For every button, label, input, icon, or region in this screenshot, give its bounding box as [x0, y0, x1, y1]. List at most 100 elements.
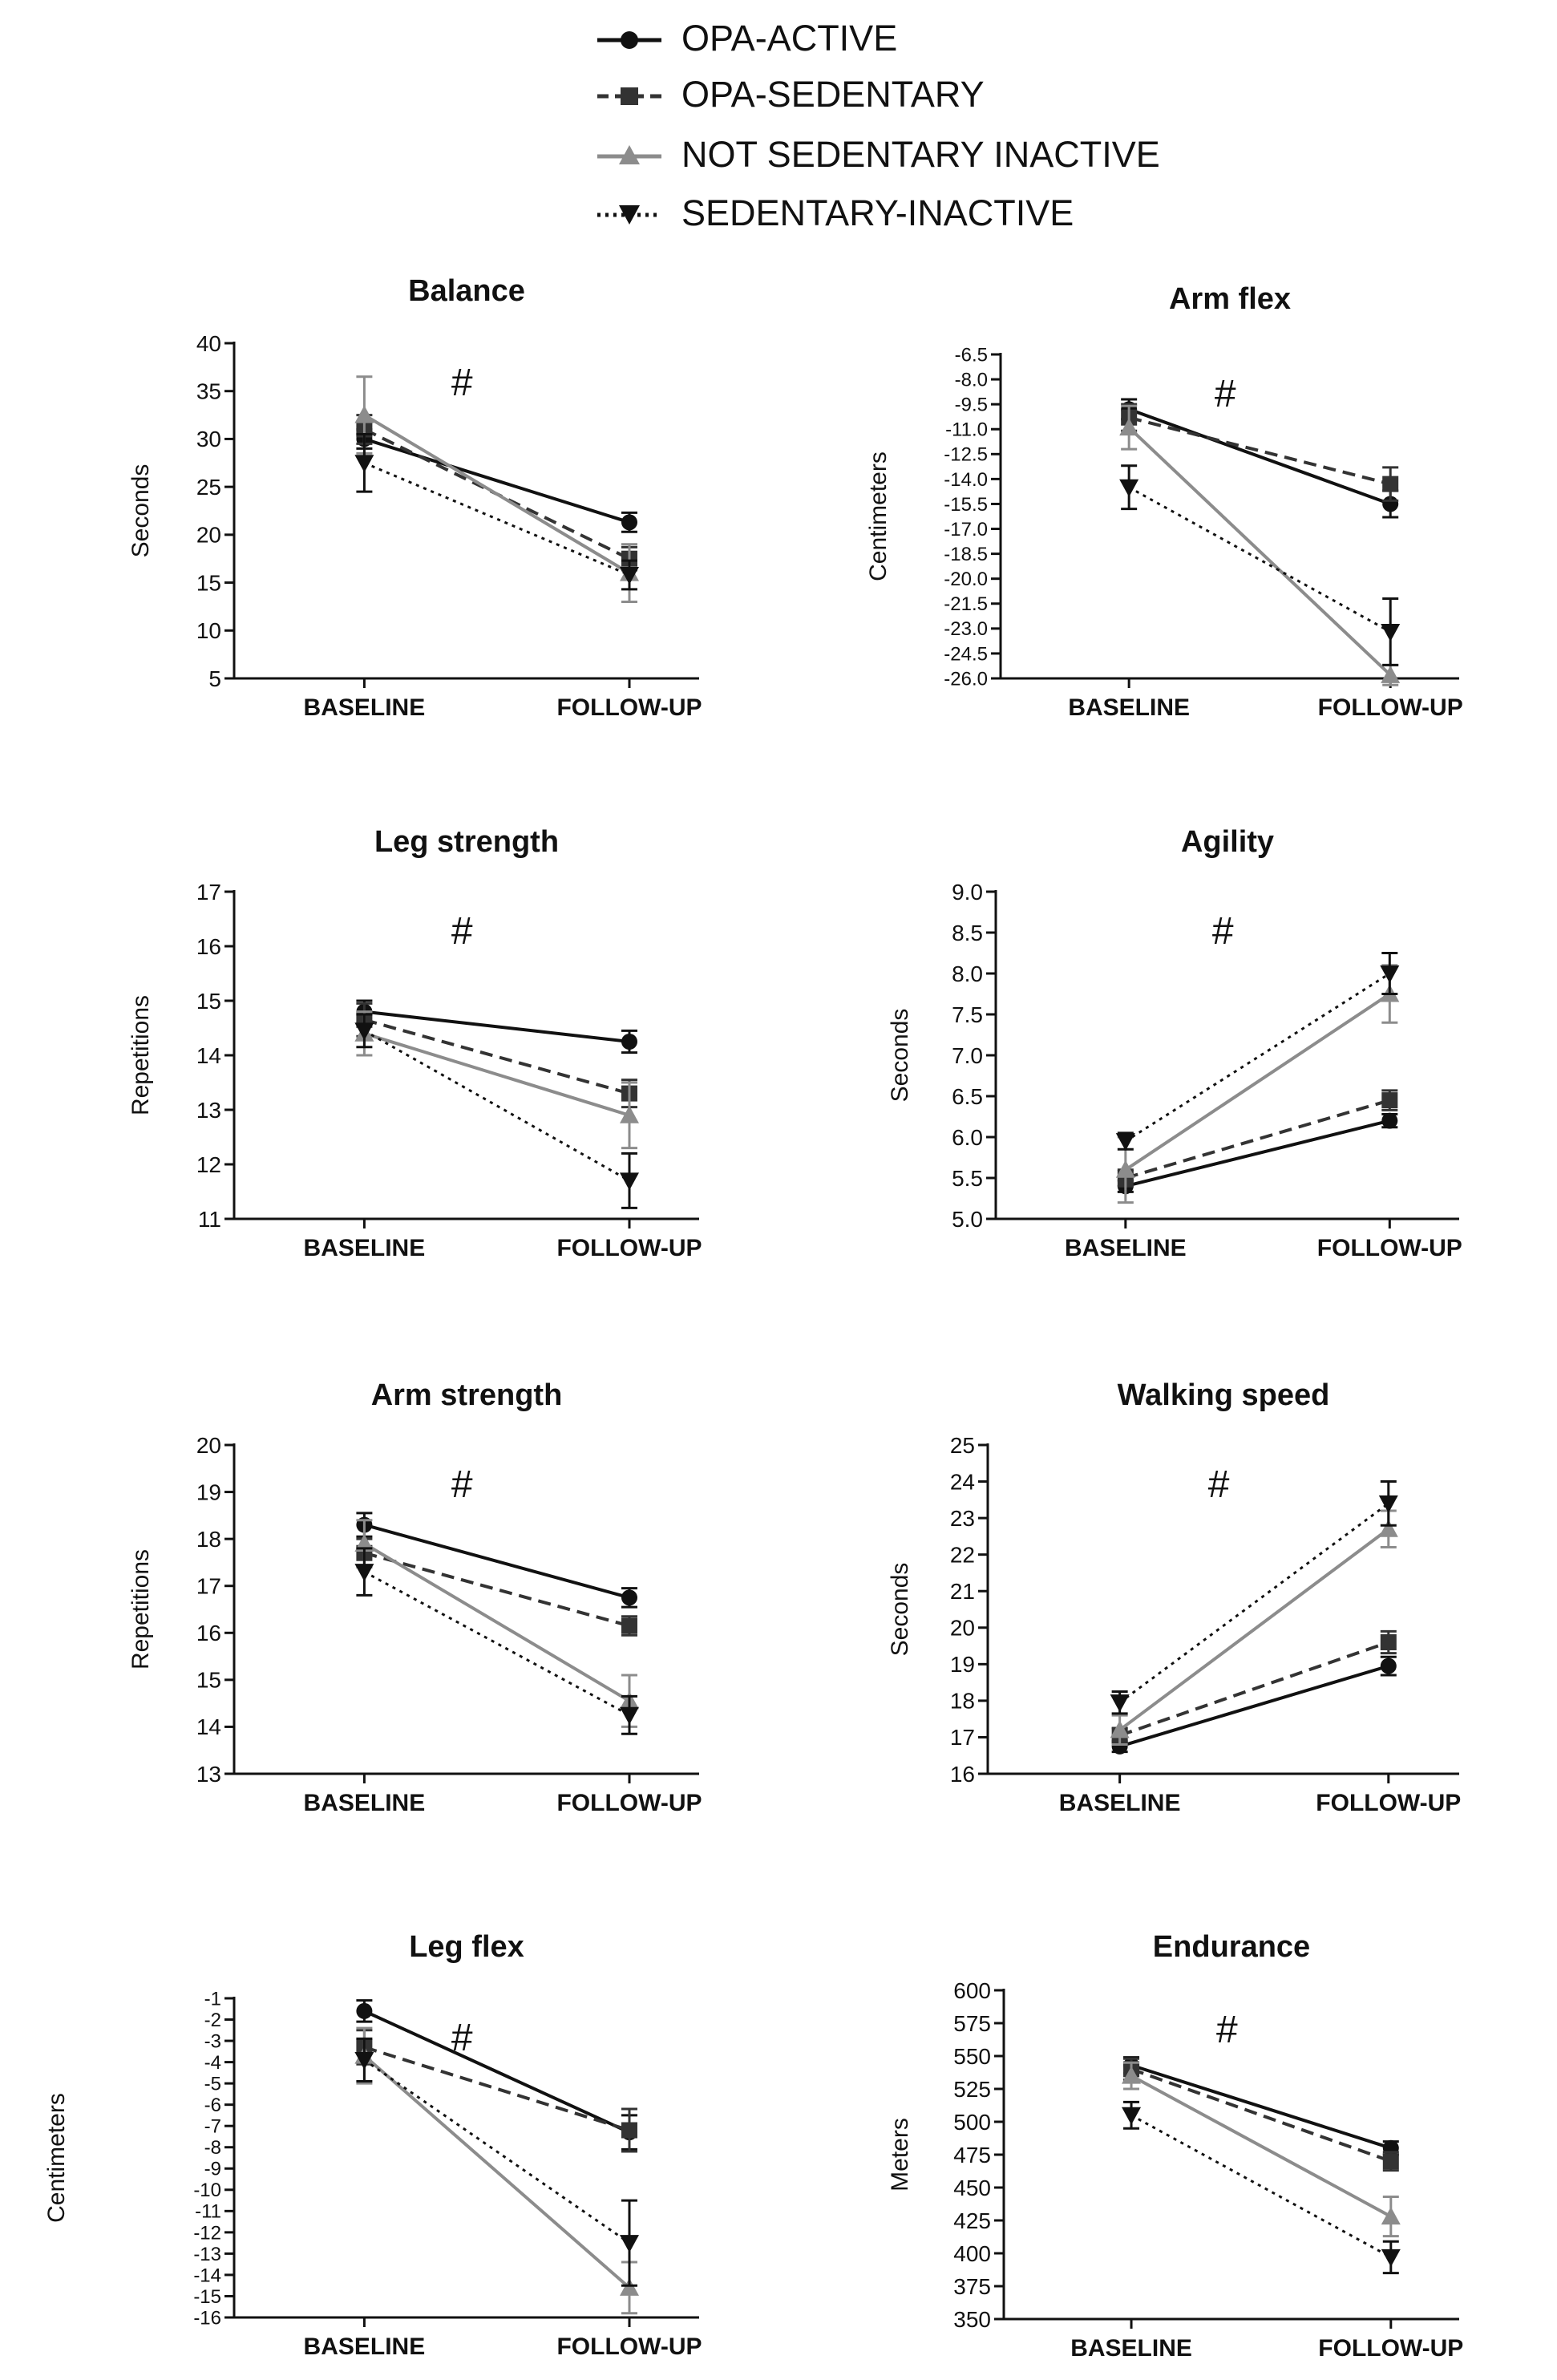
- y-tick-label: 22: [950, 1542, 975, 1567]
- y-tick-label: -6: [204, 2095, 221, 2116]
- y-tick-label: 17: [196, 880, 221, 905]
- y-tick-label: 350: [953, 2307, 991, 2332]
- series-line: [1125, 1099, 1390, 1180]
- y-tick-label: 500: [953, 2110, 991, 2135]
- data-point: [1115, 1133, 1135, 1152]
- y-tick-label: 21: [950, 1579, 975, 1604]
- data-point: [621, 1589, 637, 1606]
- series-line: [363, 1018, 630, 1095]
- y-tick-label: 25: [950, 1433, 975, 1458]
- y-tick-label: 24: [950, 1469, 975, 1494]
- y-tick-label: 13: [196, 1098, 221, 1123]
- y-tick-label: 575: [953, 2011, 991, 2036]
- y-tick-label: 17: [950, 1725, 975, 1750]
- y-tick-label: 8.5: [952, 921, 983, 945]
- series-2: [1110, 1509, 1398, 1747]
- data-point: [354, 2051, 374, 2070]
- series-line: [363, 1523, 630, 1600]
- series-2: [1119, 404, 1401, 686]
- y-axis-label: Seconds: [887, 1009, 913, 1103]
- series-1: [356, 2029, 637, 2153]
- data-point: [1119, 418, 1139, 436]
- y-tick-label: -11: [195, 2201, 221, 2223]
- series-line: [1130, 2114, 1392, 2259]
- series-1: [1117, 1089, 1398, 1188]
- x-tick-label: BASELINE: [304, 694, 426, 721]
- y-tick-label: 5: [208, 666, 221, 691]
- series-1: [1121, 403, 1399, 502]
- chart-legend: OPA-ACTIVE OPA-SEDENTARY NOT SEDENTARY I…: [597, 16, 1239, 257]
- data-point: [354, 405, 374, 423]
- y-tick-label: 375: [953, 2274, 991, 2299]
- legend-swatch-triangle-down: [597, 205, 661, 225]
- x-tick-label: FOLLOW-UP: [1317, 1235, 1462, 1261]
- y-axis-label: Repetitions: [127, 995, 154, 1115]
- y-tick-label: 550: [953, 2044, 991, 2069]
- y-tick-label: -2: [204, 2010, 221, 2031]
- series-line: [363, 1542, 631, 1702]
- data-point: [354, 1564, 374, 1582]
- series-0: [1123, 2056, 1399, 2156]
- series-line: [1125, 1119, 1390, 1188]
- data-point: [620, 1172, 639, 1191]
- data-point: [1381, 2207, 1401, 2225]
- series-2: [1115, 964, 1400, 1204]
- data-point: [1115, 1160, 1135, 1178]
- y-tick-label: -24.5: [944, 643, 988, 665]
- series-line: [363, 2054, 631, 2289]
- data-point: [1122, 2066, 1142, 2084]
- y-tick-label: 5.5: [952, 1166, 983, 1191]
- chart-title: Walking speed: [1118, 1378, 1330, 1412]
- data-point: [354, 455, 374, 473]
- series-1: [356, 1002, 637, 1109]
- series-line: [363, 1030, 630, 1182]
- data-point: [621, 1034, 637, 1050]
- series-3: [354, 1547, 639, 1735]
- legend-item-opa-active: OPA-ACTIVE: [597, 16, 1239, 72]
- y-tick-label: -9.5: [955, 395, 988, 416]
- data-point: [620, 1706, 639, 1725]
- y-tick-label: 14: [196, 1043, 221, 1068]
- chart-panel-1: Arm flex Centimeters -6.5 -8.0 -9.5 -11.0 -12.…: [865, 282, 1463, 721]
- y-tick-label: -15: [193, 2286, 221, 2308]
- y-tick-label: 20: [196, 523, 221, 548]
- y-tick-label: 23: [950, 1506, 975, 1531]
- y-tick-label: -8.0: [955, 369, 988, 391]
- significance-annotation: #: [451, 1463, 473, 1506]
- x-tick-label: BASELINE: [1070, 2335, 1192, 2362]
- data-point: [620, 2235, 639, 2253]
- chart-title: Agility: [1181, 825, 1274, 859]
- y-tick-label: -21.5: [944, 593, 988, 615]
- data-point: [1381, 623, 1401, 642]
- y-tick-label: -18.5: [944, 544, 988, 565]
- x-tick-label: FOLLOW-UP: [556, 694, 702, 721]
- legend-label: OPA-ACTIVE: [681, 18, 898, 59]
- y-tick-label: -5: [204, 2074, 221, 2095]
- y-tick-label: 525: [953, 2077, 991, 2102]
- y-tick-label: -16: [193, 2307, 221, 2329]
- y-tick-label: 18: [950, 1689, 975, 1714]
- y-tick-label: 450: [953, 2176, 991, 2200]
- y-tick-label: 30: [196, 427, 221, 451]
- data-point: [621, 2122, 637, 2139]
- series-3: [354, 1013, 639, 1209]
- y-tick-label: -23.0: [944, 618, 988, 640]
- legend-label: NOT SEDENTARY INACTIVE: [681, 134, 1160, 175]
- series-0: [356, 1512, 637, 1609]
- series-3: [1119, 464, 1401, 666]
- series-line: [1127, 426, 1392, 677]
- y-axis-label: Centimeters: [43, 2093, 70, 2223]
- significance-annotation: #: [1216, 2009, 1238, 2051]
- chart-panel-2: Leg strength Repetitions 11 12 13 14 15 16 17 BAS…: [127, 825, 702, 1261]
- y-tick-label: 5.0: [952, 1207, 983, 1232]
- y-tick-label: -4: [204, 2052, 221, 2074]
- x-tick-label: BASELINE: [1068, 694, 1190, 721]
- y-tick-label: 20: [196, 1433, 221, 1458]
- y-tick-label: 6.5: [952, 1084, 983, 1109]
- x-tick-label: FOLLOW-UP: [556, 2333, 702, 2360]
- data-point: [354, 1022, 374, 1041]
- data-point: [1382, 476, 1399, 492]
- y-tick-label: 600: [953, 1978, 991, 2003]
- y-tick-label: 8.0: [952, 961, 983, 986]
